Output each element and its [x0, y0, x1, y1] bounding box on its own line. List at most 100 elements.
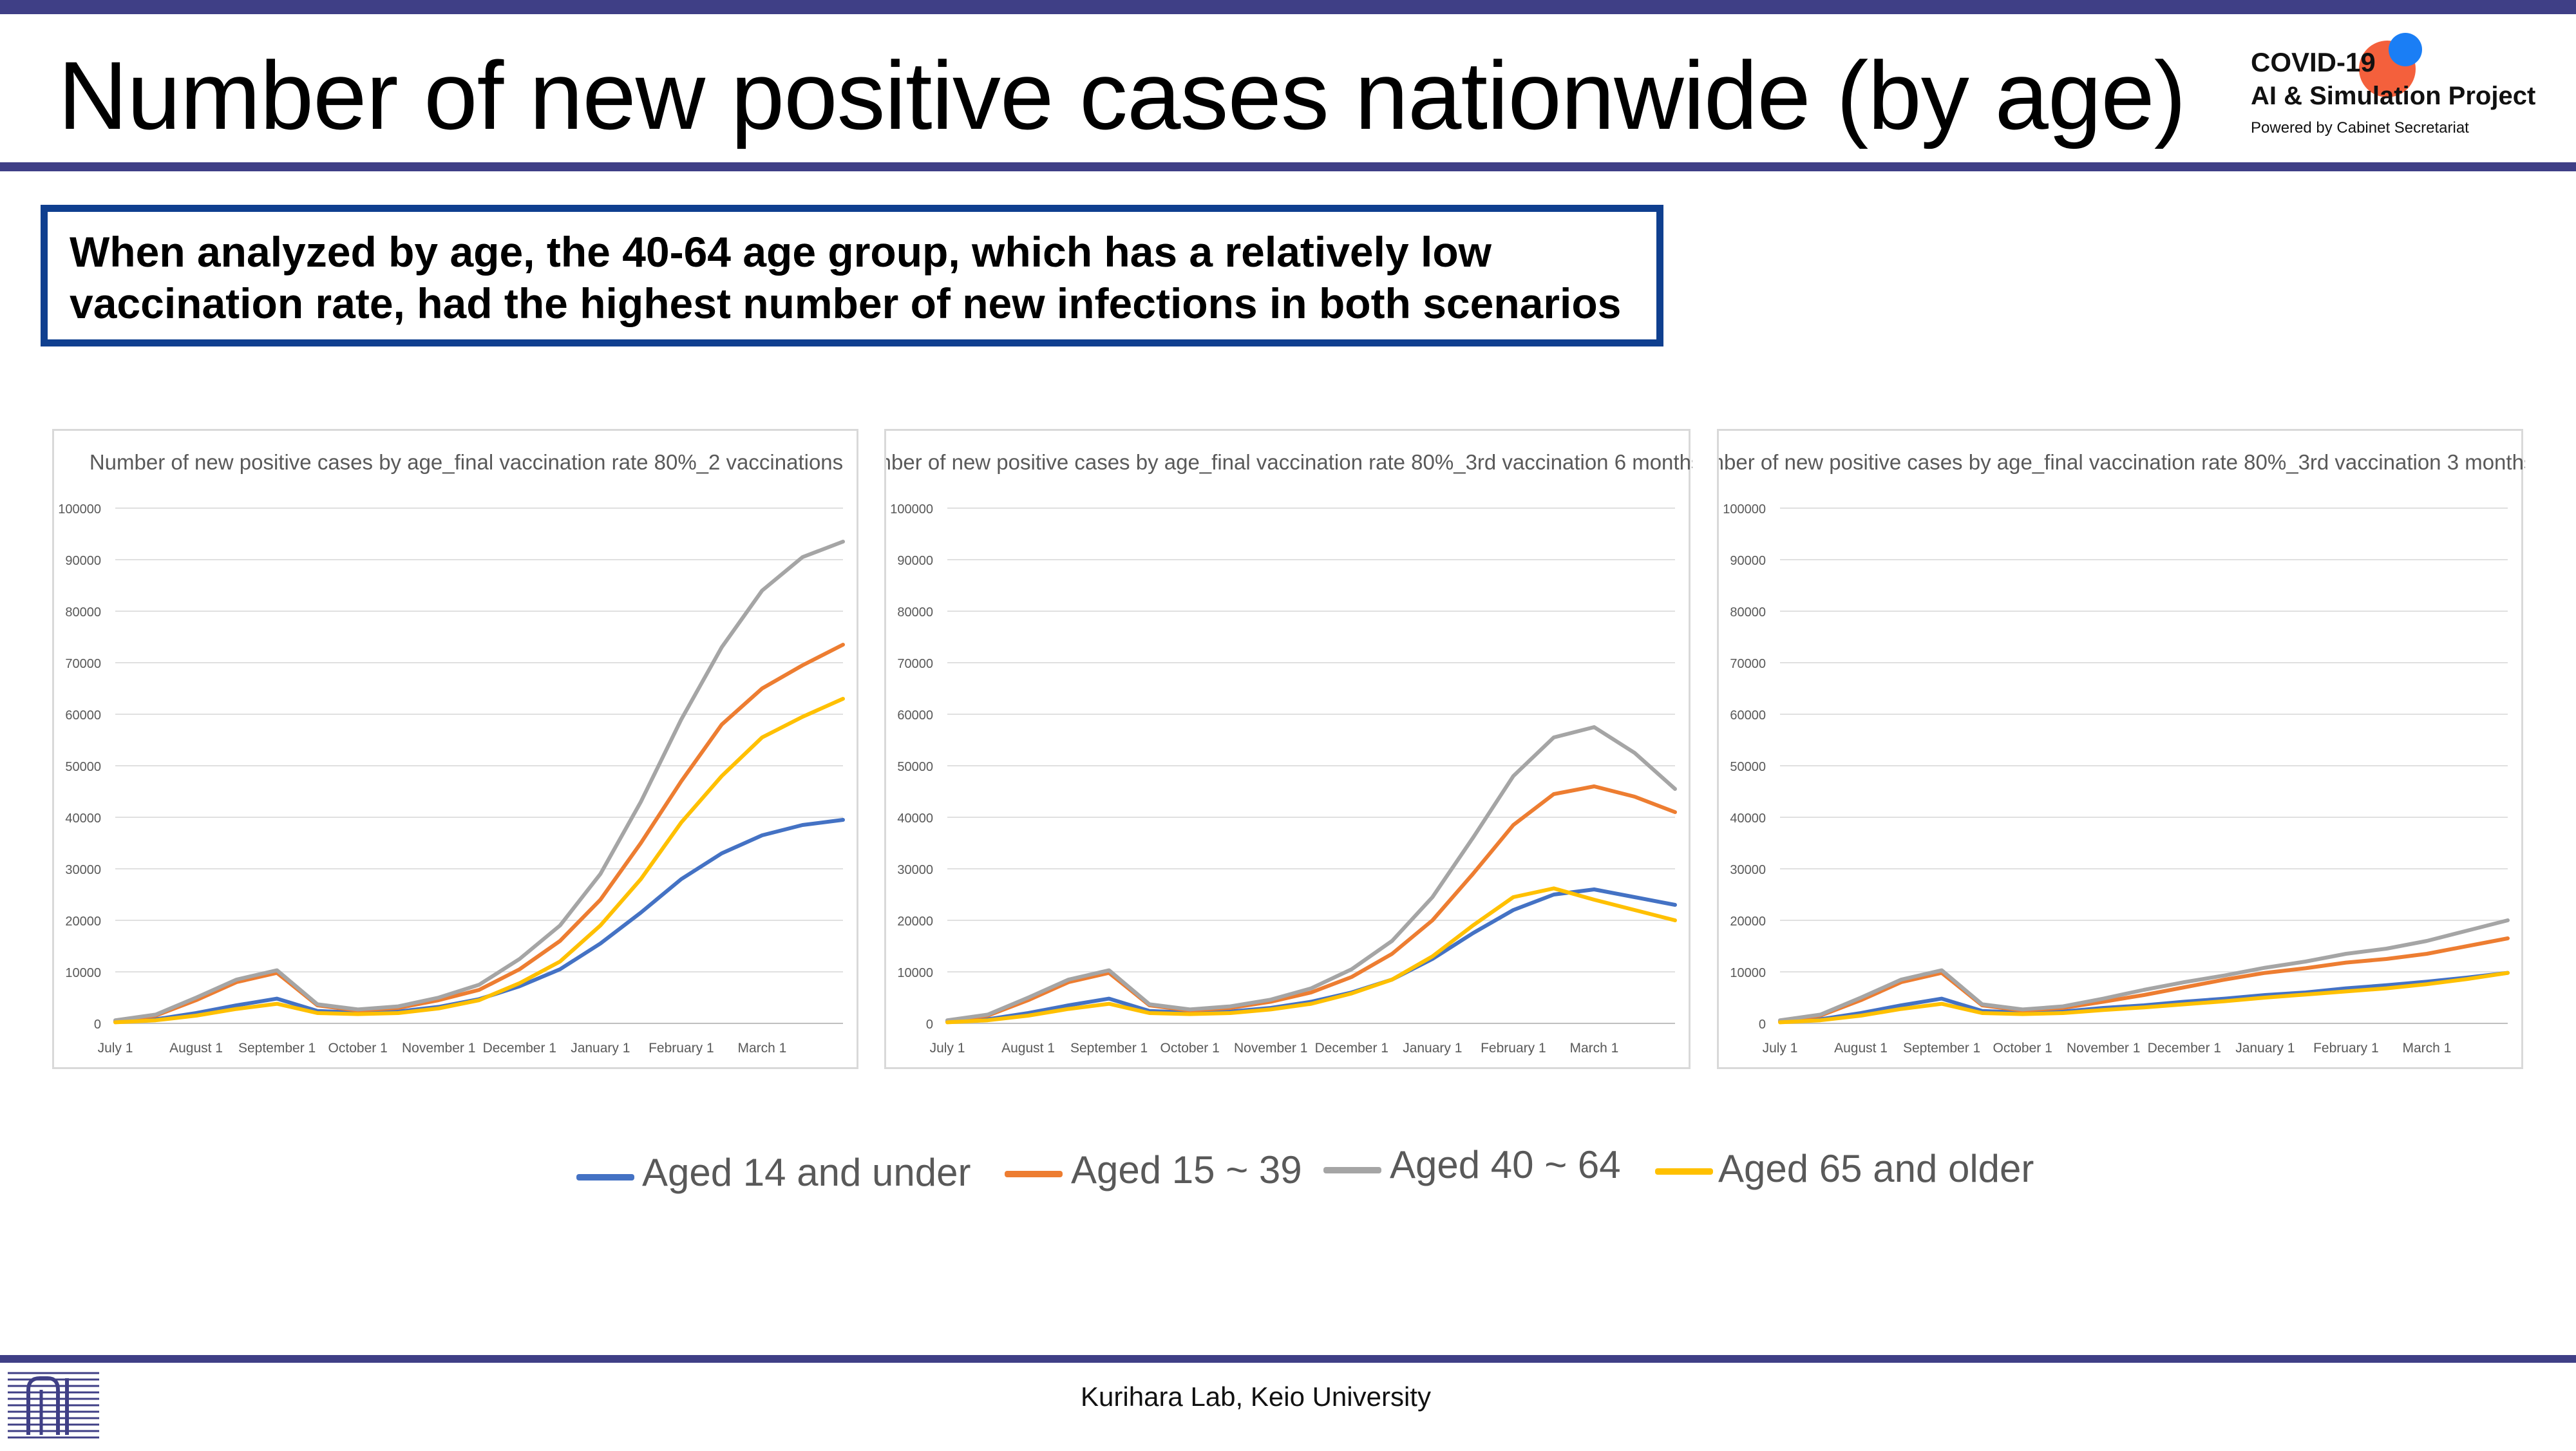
series-line-aged-15-39	[113, 643, 845, 1023]
x-tick-label: August 1	[169, 1041, 223, 1056]
chart-title: Number of new positive cases by age_fina…	[886, 450, 1692, 474]
legend-label-aged-14-under: Aged 14 and under	[642, 1151, 971, 1194]
logo-line-3: Powered by Cabinet Secretariat	[2251, 119, 2469, 137]
x-tick-label: August 1	[1834, 1041, 1888, 1056]
x-tick-label: October 1	[328, 1041, 388, 1056]
x-tick-label: July 1	[930, 1041, 965, 1056]
y-tick-label: 20000	[65, 915, 101, 929]
x-tick-label: December 1	[1315, 1041, 1388, 1056]
footer-credit: Kurihara Lab, Keio University	[1081, 1381, 1431, 1412]
chart-panel-3rd-3-months: Number of new positive cases by age_fina…	[1717, 429, 2525, 1069]
lab-logo-icon	[8, 1372, 99, 1439]
y-tick-label: 60000	[1730, 708, 1766, 723]
y-tick-label: 40000	[1730, 811, 1766, 826]
project-logo: COVID-19 AI & Simulation Project Powered…	[2251, 29, 2560, 151]
y-tick-label: 0	[94, 1018, 101, 1032]
x-tick-label: November 1	[1234, 1041, 1307, 1056]
x-tick-label: November 1	[402, 1041, 475, 1056]
logo-line-2: AI & Simulation Project	[2251, 82, 2536, 110]
y-tick-label: 30000	[65, 863, 101, 877]
series-line-aged-40-64	[113, 540, 845, 1023]
x-tick-label: August 1	[1001, 1041, 1055, 1056]
y-tick-label: 50000	[65, 760, 101, 774]
y-tick-label: 10000	[65, 966, 101, 980]
logo-circles-icon	[2359, 33, 2422, 97]
callout-line-2: vaccination rate, had the highest number…	[70, 280, 1622, 327]
series-line-aged-15-39	[945, 784, 1677, 1023]
chart-3rd-vaccination-3-months: Number of new positive cases by age_fina…	[1719, 450, 2525, 1056]
x-tick-label: March 1	[1570, 1041, 1619, 1056]
y-tick-label: 80000	[65, 605, 101, 620]
series-line-aged-65-and-older	[1778, 971, 2510, 1025]
x-tick-label: December 1	[2148, 1041, 2221, 1056]
page-title: Number of new positive cases nationwide …	[58, 41, 2186, 149]
y-tick-label: 90000	[65, 554, 101, 568]
y-tick-label: 100000	[890, 502, 933, 517]
chart-panel-2-vaccinations: Number of new positive cases by age_fina…	[52, 429, 858, 1069]
x-tick-label: September 1	[1070, 1041, 1148, 1056]
y-tick-label: 30000	[897, 863, 933, 877]
chart-title: Number of new positive cases by age_fina…	[90, 450, 843, 474]
x-tick-label: December 1	[483, 1041, 556, 1056]
x-tick-label: March 1	[2403, 1041, 2452, 1056]
y-tick-label: 90000	[897, 554, 933, 568]
y-tick-label: 0	[1759, 1018, 1766, 1032]
x-tick-label: October 1	[1160, 1041, 1220, 1056]
chart-3rd-vaccination-6-months: Number of new positive cases by age_fina…	[886, 450, 1692, 1056]
y-tick-label: 50000	[897, 760, 933, 774]
callout-text: When analyzed by age, the 40-64 age grou…	[70, 226, 1654, 329]
y-tick-label: 70000	[65, 657, 101, 671]
y-tick-label: 80000	[897, 605, 933, 620]
y-tick-label: 60000	[897, 708, 933, 723]
footer-bar	[0, 1355, 2576, 1363]
x-tick-label: February 1	[649, 1041, 714, 1056]
legend-swatch-aged-15-39	[1005, 1171, 1063, 1177]
x-tick-label: January 1	[571, 1041, 630, 1056]
x-tick-label: October 1	[1993, 1041, 2052, 1056]
y-tick-label: 80000	[1730, 605, 1766, 620]
legend-swatch-aged-14-under	[576, 1174, 634, 1181]
y-tick-label: 10000	[897, 966, 933, 980]
chart-legend: Aged 14 and under Aged 15 ~ 39 Aged 40 ~…	[0, 1133, 2576, 1198]
legend-label-aged-65-older: Aged 65 and older	[1718, 1147, 2034, 1190]
y-tick-label: 100000	[58, 502, 101, 517]
series-line-aged-40-64	[945, 725, 1677, 1023]
logo-blue-circle	[2389, 33, 2422, 66]
y-tick-label: 10000	[1730, 966, 1766, 980]
legend-label-aged-40-64: Aged 40 ~ 64	[1390, 1143, 1621, 1186]
legend-label-aged-15-39: Aged 15 ~ 39	[1071, 1148, 1302, 1191]
x-tick-label: July 1	[98, 1041, 133, 1056]
chart-title: Number of new positive cases by age_fina…	[1719, 450, 2525, 474]
x-tick-label: February 1	[1481, 1041, 1546, 1056]
x-tick-label: January 1	[2235, 1041, 2295, 1056]
series-line-aged-14-and-under	[945, 887, 1677, 1024]
title-underline-bar	[0, 162, 2576, 171]
y-tick-label: 40000	[65, 811, 101, 826]
x-tick-label: February 1	[2313, 1041, 2379, 1056]
x-tick-label: September 1	[1903, 1041, 1980, 1056]
y-tick-label: 20000	[1730, 915, 1766, 929]
y-tick-label: 100000	[1723, 502, 1766, 517]
series-line-aged-65-and-older	[945, 886, 1677, 1025]
y-tick-label: 60000	[65, 708, 101, 723]
y-tick-label: 40000	[897, 811, 933, 826]
x-tick-label: July 1	[1763, 1041, 1798, 1056]
series-line-aged-15-39	[1778, 936, 2510, 1023]
y-tick-label: 70000	[1730, 657, 1766, 671]
chart-panel-3rd-6-months: Number of new positive cases by age_fina…	[884, 429, 1692, 1069]
legend-swatch-aged-65-older	[1655, 1168, 1713, 1175]
logo-line-1: COVID-19	[2251, 47, 2376, 77]
x-tick-label: January 1	[1403, 1041, 1462, 1056]
chart-2-vaccinations: Number of new positive cases by age_fina…	[58, 450, 845, 1056]
y-tick-label: 20000	[897, 915, 933, 929]
lab-logo	[3, 1364, 103, 1448]
series-line-aged-40-64	[1778, 918, 2510, 1023]
x-tick-label: March 1	[738, 1041, 787, 1056]
y-tick-label: 90000	[1730, 554, 1766, 568]
y-tick-label: 50000	[1730, 760, 1766, 774]
x-tick-label: November 1	[2067, 1041, 2140, 1056]
legend-swatch-aged-40-64	[1323, 1167, 1381, 1173]
callout-line-1: When analyzed by age, the 40-64 age grou…	[70, 228, 1492, 276]
key-finding-callout: When analyzed by age, the 40-64 age grou…	[41, 205, 1663, 346]
y-tick-label: 0	[926, 1018, 933, 1032]
